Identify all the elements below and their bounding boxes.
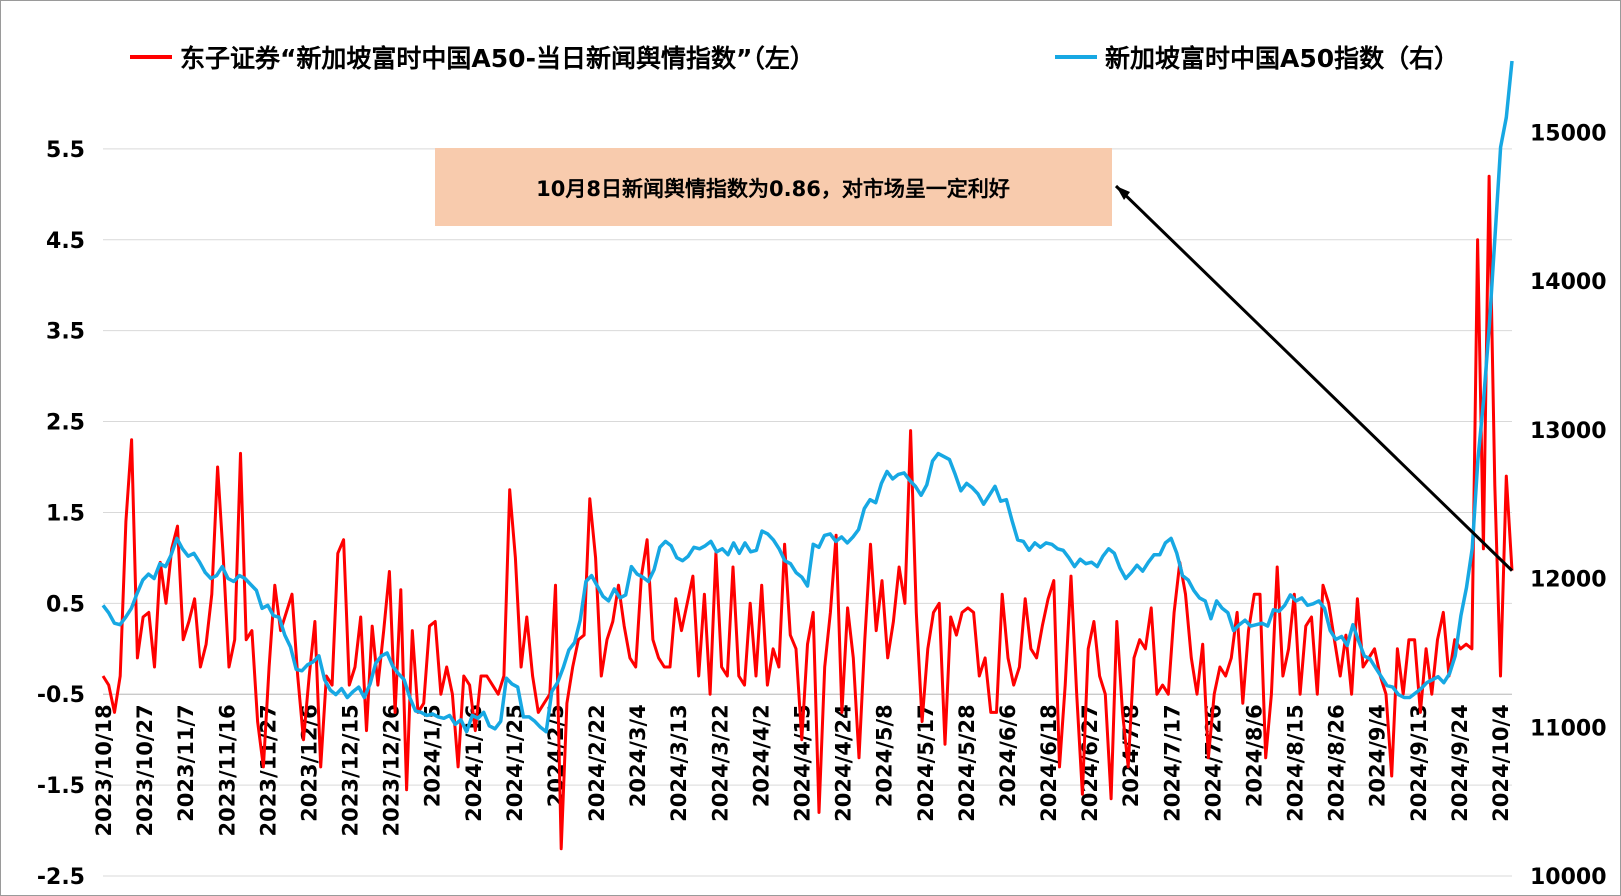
x-axis-tick-label: 2023/10/27 bbox=[133, 704, 157, 836]
annotation-arrow bbox=[1114, 184, 1514, 572]
right-axis: 15000 14000 13000 12000 11000 10000 bbox=[1530, 121, 1607, 890]
x-axis-tick-label: 2024/3/4 bbox=[626, 704, 650, 807]
annotation-text: 10月8日新闻舆情指数为0.86，对市场呈一定利好 bbox=[536, 177, 1010, 201]
x-axis-tick-label: 2023/10/18 bbox=[92, 704, 116, 836]
legend-label-a50: 新加坡富时中国A50指数（右） bbox=[1105, 44, 1459, 73]
x-axis-tick-label: 2024/3/22 bbox=[708, 704, 732, 822]
left-axis-tick-label: -2.5 bbox=[37, 865, 85, 890]
left-axis-tick-label: -1.5 bbox=[37, 774, 85, 799]
annotation-box bbox=[435, 148, 1112, 226]
legend: 东子证券“新加坡富时中国A50-当日新闻舆情指数”（左） 新加坡富时中国A50指… bbox=[130, 44, 1459, 73]
series-layer bbox=[101, 60, 1514, 851]
x-axis-tick-label: 2024/1/25 bbox=[503, 704, 527, 822]
x-axis-tick-label: 2024/8/15 bbox=[1284, 704, 1308, 822]
x-axis-tick-label: 2024/7/17 bbox=[1160, 704, 1184, 822]
x-axis-tick-label: 2024/9/13 bbox=[1407, 704, 1431, 822]
x-axis-tick-label: 2024/3/13 bbox=[667, 704, 691, 822]
left-axis-tick-label: 5.5 bbox=[46, 138, 85, 163]
x-axis-tick-label: 2023/11/16 bbox=[215, 704, 239, 836]
x-axis-tick-label: 2024/8/26 bbox=[1325, 704, 1349, 822]
left-axis-tick-label: 0.5 bbox=[46, 592, 85, 617]
x-axis-tick-label: 2024/5/17 bbox=[914, 704, 938, 822]
x-axis-tick-label: 2024/7/26 bbox=[1201, 704, 1225, 822]
series-line-a50 bbox=[101, 60, 1514, 734]
legend-label-sentiment: 东子证券“新加坡富时中国A50-当日新闻舆情指数”（左） bbox=[180, 44, 815, 73]
left-axis-tick-label: 3.5 bbox=[46, 320, 85, 345]
x-axis-tick-label: 2024/1/5 bbox=[421, 704, 445, 807]
x-axis-tick-label: 2024/10/4 bbox=[1489, 704, 1513, 822]
right-axis-tick-label: 10000 bbox=[1530, 865, 1607, 890]
x-axis-tick-label: 2024/4/2 bbox=[749, 704, 773, 807]
right-axis-tick-label: 13000 bbox=[1530, 419, 1607, 444]
annotation: 10月8日新闻舆情指数为0.86，对市场呈一定利好 bbox=[435, 148, 1514, 572]
x-axis-tick-label: 2024/2/22 bbox=[585, 704, 609, 822]
x-axis-tick-label: 2023/12/15 bbox=[339, 704, 363, 836]
left-axis: 5.5 4.5 3.5 2.5 1.5 0.5 -0.5 -1.5 -2.5 bbox=[37, 138, 85, 890]
x-axis-tick-label: 2024/6/6 bbox=[996, 704, 1020, 807]
x-axis-tick-label: 2023/11/7 bbox=[174, 704, 198, 822]
right-axis-tick-label: 12000 bbox=[1530, 568, 1607, 593]
x-axis-tick-label: 2023/12/26 bbox=[380, 704, 404, 836]
left-axis-tick-label: 4.5 bbox=[46, 229, 85, 254]
x-axis-tick-label: 2024/8/6 bbox=[1242, 704, 1266, 807]
right-axis-tick-label: 11000 bbox=[1530, 716, 1607, 741]
right-axis-tick-label: 14000 bbox=[1530, 270, 1607, 295]
x-axis-tick-label: 2023/11/27 bbox=[256, 704, 280, 836]
x-axis-tick-label: 2024/4/24 bbox=[832, 704, 856, 822]
x-axis-tick-label: 2024/9/4 bbox=[1366, 704, 1390, 807]
series-line-sentiment bbox=[101, 174, 1514, 851]
left-axis-tick-label: 1.5 bbox=[46, 501, 85, 526]
right-axis-tick-label: 15000 bbox=[1530, 121, 1607, 146]
annotation-arrowhead bbox=[1116, 186, 1130, 200]
left-axis-tick-label: -0.5 bbox=[37, 683, 85, 708]
x-axis-tick-label: 2024/9/24 bbox=[1448, 704, 1472, 822]
left-axis-tick-label: 2.5 bbox=[46, 411, 85, 436]
x-axis-tick-label: 2024/5/28 bbox=[955, 704, 979, 822]
x-axis: 2023/10/18 2023/10/27 2023/11/7 2023/11/16 2… bbox=[92, 704, 1513, 836]
x-axis-tick-label: 2024/5/8 bbox=[873, 704, 897, 807]
